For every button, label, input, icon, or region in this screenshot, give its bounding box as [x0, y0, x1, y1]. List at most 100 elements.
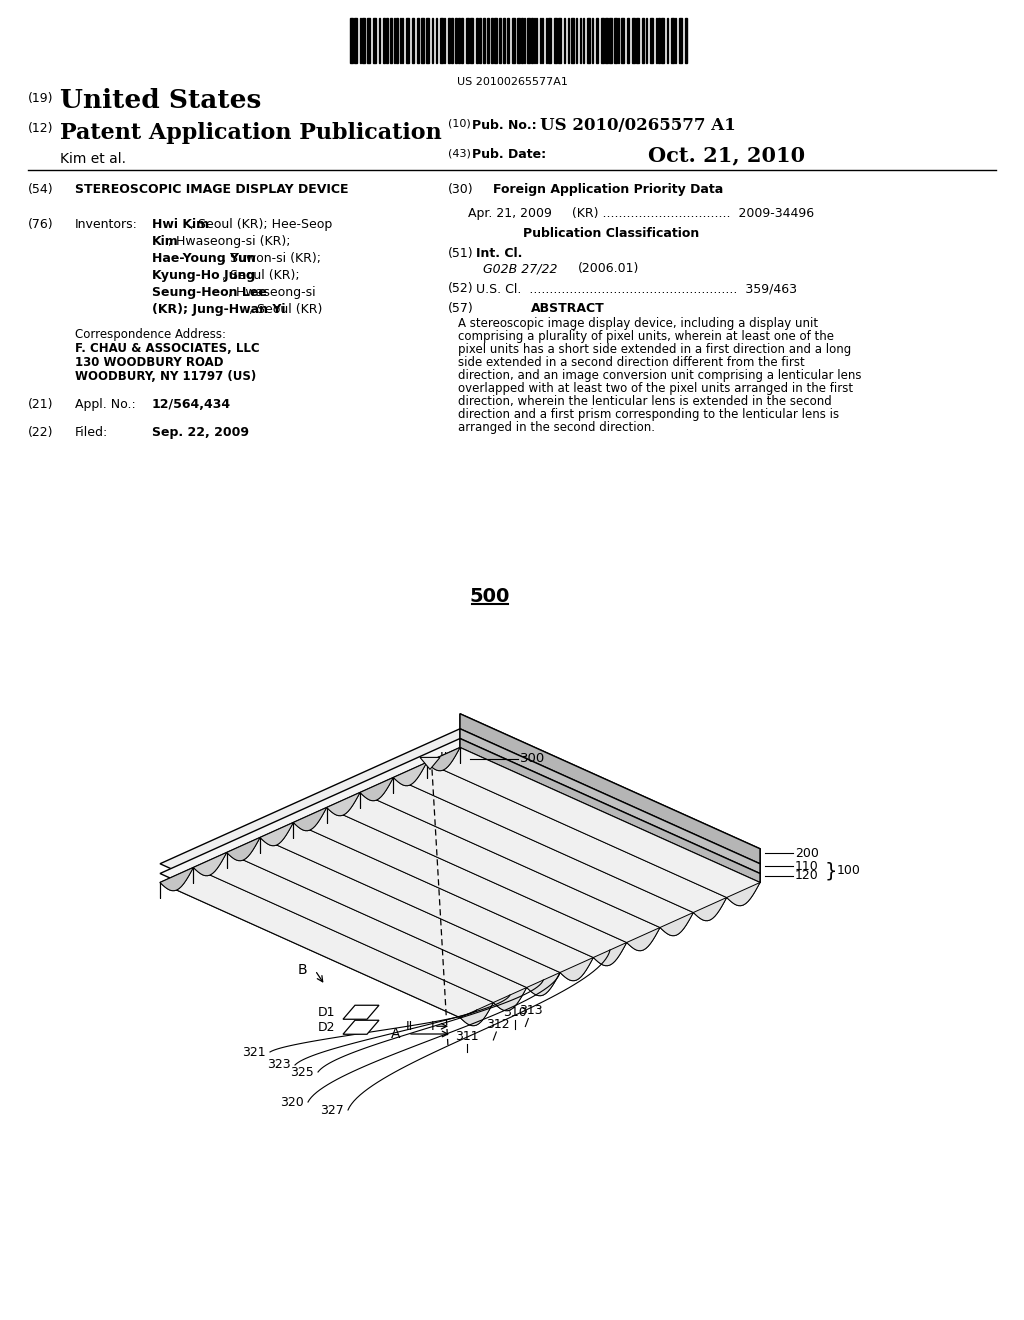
Bar — [406, 18, 409, 63]
Bar — [512, 18, 515, 63]
Bar — [527, 18, 530, 63]
Polygon shape — [360, 777, 693, 936]
Text: (10): (10) — [449, 119, 471, 129]
Polygon shape — [460, 714, 760, 863]
Text: W: W — [593, 948, 605, 961]
Text: 321: 321 — [242, 1045, 265, 1059]
Text: Publication Classification: Publication Classification — [523, 227, 699, 240]
Polygon shape — [427, 747, 460, 771]
Bar — [671, 18, 674, 63]
Polygon shape — [293, 808, 627, 966]
Text: Seung-Heon Lee: Seung-Heon Lee — [152, 286, 267, 300]
Text: 310: 310 — [503, 1006, 527, 1019]
Text: (76): (76) — [28, 218, 53, 231]
Polygon shape — [194, 853, 226, 875]
Bar — [685, 18, 687, 63]
Text: (KR); Jung-Hwan Yi: (KR); Jung-Hwan Yi — [152, 304, 286, 315]
Text: side extended in a second direction different from the first: side extended in a second direction diff… — [458, 356, 805, 370]
Polygon shape — [343, 1006, 379, 1019]
Polygon shape — [727, 883, 760, 906]
Text: 312: 312 — [486, 1018, 510, 1031]
Text: Kyung-Ho Jung: Kyung-Ho Jung — [152, 269, 255, 282]
Text: Oct. 21, 2010: Oct. 21, 2010 — [648, 145, 805, 165]
Bar — [571, 18, 574, 63]
Polygon shape — [460, 849, 760, 999]
Text: Sep. 22, 2009: Sep. 22, 2009 — [152, 426, 249, 440]
Text: (43): (43) — [449, 148, 471, 158]
Bar — [350, 18, 353, 63]
Bar — [587, 18, 590, 63]
Bar — [636, 18, 639, 63]
Text: comprising a plurality of pixel units, wherein at least one of the: comprising a plurality of pixel units, w… — [458, 330, 834, 343]
Text: pixel units has a short side extended in a first direction and a long: pixel units has a short side extended in… — [458, 343, 851, 356]
Polygon shape — [460, 729, 760, 874]
Polygon shape — [160, 738, 760, 1008]
Text: U.S. Cl.  ....................................................  359/463: U.S. Cl. ...............................… — [476, 282, 797, 294]
Bar — [373, 18, 376, 63]
Polygon shape — [460, 738, 760, 883]
Text: (2006.01): (2006.01) — [578, 261, 639, 275]
Bar — [507, 18, 509, 63]
Polygon shape — [360, 777, 393, 801]
Polygon shape — [343, 1020, 379, 1035]
Polygon shape — [693, 898, 727, 920]
Bar — [627, 18, 629, 63]
Text: Hwi Kim: Hwi Kim — [152, 218, 209, 231]
Bar — [455, 18, 457, 63]
Bar — [426, 18, 429, 63]
Polygon shape — [194, 853, 526, 1011]
Text: 120: 120 — [795, 870, 819, 882]
Polygon shape — [494, 987, 526, 1011]
Text: ABSTRACT: ABSTRACT — [531, 302, 605, 315]
Bar — [531, 18, 534, 63]
Text: (57): (57) — [449, 302, 474, 315]
Bar — [396, 18, 398, 63]
Text: 500: 500 — [470, 587, 510, 606]
Text: (19): (19) — [28, 92, 53, 106]
Text: D2: D2 — [317, 1020, 335, 1034]
Text: direction, and an image conversion unit comprising a lenticular lens: direction, and an image conversion unit … — [458, 370, 861, 381]
Bar — [466, 18, 469, 63]
Polygon shape — [393, 763, 727, 920]
Bar — [558, 18, 561, 63]
Text: Foreign Application Priority Data: Foreign Application Priority Data — [493, 183, 723, 195]
Polygon shape — [160, 747, 760, 1018]
Polygon shape — [420, 758, 440, 770]
Polygon shape — [260, 822, 293, 846]
Text: Int. Cl.: Int. Cl. — [476, 247, 522, 260]
Bar — [662, 18, 664, 63]
Bar — [417, 18, 419, 63]
Text: 323: 323 — [267, 1059, 291, 1072]
Bar — [554, 18, 557, 63]
Bar — [386, 18, 388, 63]
Text: Patent Application Publication: Patent Application Publication — [60, 121, 441, 144]
Bar — [458, 18, 460, 63]
Polygon shape — [560, 957, 593, 981]
Text: direction, wherein the lenticular lens is extended in the second: direction, wherein the lenticular lens i… — [458, 395, 831, 408]
Polygon shape — [226, 837, 260, 861]
Text: , Seoul (KR): , Seoul (KR) — [249, 304, 323, 315]
Text: I: I — [431, 1020, 434, 1032]
Text: , Hwaseong-si: , Hwaseong-si — [227, 286, 315, 300]
Text: WOODBURY, NY 11797 (US): WOODBURY, NY 11797 (US) — [75, 370, 256, 383]
Text: overlapped with at least two of the pixel units arranged in the first: overlapped with at least two of the pixe… — [458, 381, 853, 395]
Text: II ': II ' — [440, 751, 456, 764]
Polygon shape — [260, 822, 593, 981]
Text: Inventors:: Inventors: — [75, 218, 138, 231]
Polygon shape — [460, 863, 760, 1008]
Text: US 20100265577A1: US 20100265577A1 — [457, 77, 567, 87]
Text: (21): (21) — [28, 399, 53, 411]
Text: (30): (30) — [449, 183, 474, 195]
Polygon shape — [593, 942, 627, 966]
Text: Kim: Kim — [152, 235, 179, 248]
Polygon shape — [160, 729, 760, 999]
Text: Appl. No.:: Appl. No.: — [75, 399, 136, 411]
Bar — [476, 18, 478, 63]
Text: Pub. No.:: Pub. No.: — [472, 119, 537, 132]
Text: , Suwon-si (KR);: , Suwon-si (KR); — [222, 252, 322, 265]
Text: }: } — [825, 862, 838, 880]
Text: 200: 200 — [795, 846, 819, 859]
Polygon shape — [293, 808, 327, 830]
Text: B: B — [297, 964, 307, 977]
Polygon shape — [327, 792, 360, 816]
